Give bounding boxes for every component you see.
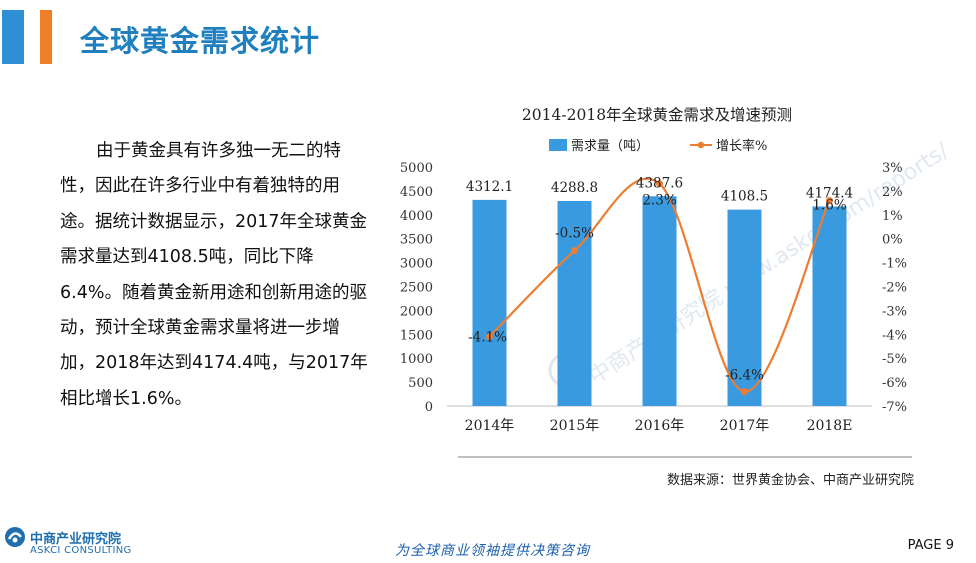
y-tick-left: 2500 <box>400 281 433 296</box>
y-tick-left: 0 <box>425 400 433 415</box>
x-tick-label: 2016年 <box>635 418 685 434</box>
bar-value-label: 4387.6 <box>636 175 683 191</box>
page-title: 全球黄金需求统计 <box>80 24 321 58</box>
growth-rate-point <box>486 333 493 341</box>
growth-rate-point <box>741 388 748 396</box>
y-tick-left: 2000 <box>400 304 433 319</box>
legend-label-bar: 需求量（吨） <box>571 139 649 154</box>
y-tick-left: 3500 <box>400 233 433 248</box>
y-tick-right: -7% <box>882 400 907 415</box>
growth-rate-point <box>826 196 833 204</box>
y-tick-right: 2% <box>882 185 903 200</box>
bar <box>812 206 847 406</box>
bar <box>557 200 592 406</box>
bar <box>472 199 507 406</box>
y-tick-right: -2% <box>882 281 907 296</box>
x-tick-label: 2014年 <box>465 418 515 434</box>
growth-rate-label: -4.1% <box>468 330 507 346</box>
y-tick-left: 1000 <box>400 352 433 367</box>
body-paragraph: 由于黄金具有许多独一无二的特性，因此在许多行业中有着独特的用途。据统计数据显示，… <box>60 141 368 409</box>
y-tick-right: 1% <box>882 209 903 224</box>
bar-value-label: 4288.8 <box>551 180 598 196</box>
y-tick-left: 500 <box>408 376 433 391</box>
growth-rate-point <box>656 180 663 188</box>
growth-rate-label: 1.6% <box>812 197 846 213</box>
y-tick-right: 0% <box>882 233 903 248</box>
growth-rate-label: 2.3% <box>642 193 676 209</box>
bar-value-label: 4174.4 <box>806 185 853 201</box>
bar <box>642 196 677 406</box>
y-tick-right: 3% <box>882 161 903 176</box>
page-number: PAGE 9 <box>907 538 954 553</box>
x-tick-label: 2018E <box>807 418 853 434</box>
y-tick-right: -5% <box>882 352 907 367</box>
y-tick-right: -6% <box>882 376 907 391</box>
data-source-note: 数据来源：世界黄金协会、中商产业研究院 <box>666 473 914 488</box>
accent-bar-orange <box>40 10 52 64</box>
x-tick-label: 2017年 <box>720 418 770 434</box>
y-tick-right: -3% <box>882 304 907 319</box>
y-tick-left: 4000 <box>400 209 433 224</box>
y-tick-left: 3000 <box>400 257 433 272</box>
legend-marker-line <box>697 141 705 149</box>
bar-value-label: 4312.1 <box>466 179 513 195</box>
accent-bar-blue <box>2 10 24 64</box>
logo-name-cn: 中商产业研究院 <box>30 532 122 547</box>
growth-rate-point <box>571 247 578 255</box>
bar-value-label: 4108.5 <box>721 189 768 205</box>
growth-rate-label: -6.4% <box>725 368 764 384</box>
y-tick-left: 4500 <box>400 185 433 200</box>
chart-title: 2014-2018年全球黄金需求及增速预测 <box>522 106 792 124</box>
logo-name-en: ASKCI CONSULTING <box>30 545 132 556</box>
askci-logo-icon <box>5 527 25 547</box>
x-tick-label: 2015年 <box>550 418 600 434</box>
growth-rate-line <box>488 177 831 393</box>
footer-slogan: 为全球商业领袖提供决策咨询 <box>395 543 590 559</box>
y-tick-left: 5000 <box>400 161 433 176</box>
legend-label-line: 增长率% <box>716 138 767 154</box>
legend-swatch-bar <box>549 139 567 151</box>
bar <box>727 209 762 406</box>
y-tick-right: -4% <box>882 328 907 343</box>
y-tick-right: -1% <box>882 257 907 272</box>
y-tick-left: 1500 <box>400 328 433 343</box>
growth-rate-label: -0.5% <box>555 226 594 242</box>
